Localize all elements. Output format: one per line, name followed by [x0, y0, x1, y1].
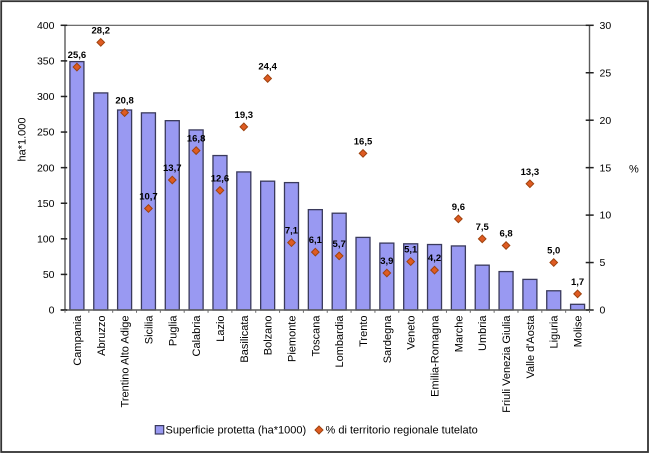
svg-text:Valle d'Aosta: Valle d'Aosta	[525, 315, 537, 379]
svg-text:16,8: 16,8	[187, 134, 206, 145]
svg-text:Basilicata: Basilicata	[239, 315, 251, 363]
svg-text:100: 100	[37, 233, 55, 245]
svg-text:350: 350	[37, 55, 55, 67]
svg-text:% di territorio regionale tute: % di territorio regionale tutelato	[326, 425, 478, 437]
svg-text:13,7: 13,7	[163, 163, 182, 174]
svg-text:0: 0	[49, 305, 55, 317]
svg-text:16,5: 16,5	[354, 136, 373, 147]
svg-text:Liguria: Liguria	[549, 315, 561, 349]
svg-text:200: 200	[37, 162, 55, 174]
svg-text:Piemonte: Piemonte	[286, 316, 298, 362]
svg-text:5,0: 5,0	[547, 246, 560, 257]
svg-text:Marche: Marche	[453, 316, 465, 353]
svg-text:Veneto: Veneto	[406, 316, 418, 350]
svg-text:7,1: 7,1	[285, 226, 299, 237]
svg-text:Lazio: Lazio	[215, 316, 227, 342]
svg-text:Calabria: Calabria	[191, 315, 203, 357]
svg-text:10,7: 10,7	[139, 191, 158, 202]
svg-text:Superficie protetta (ha*1000): Superficie protetta (ha*1000)	[166, 425, 307, 437]
svg-text:Molise: Molise	[573, 316, 585, 348]
svg-text:4,2: 4,2	[428, 253, 441, 264]
svg-text:19,3: 19,3	[235, 110, 254, 121]
svg-text:Trentino Alto Adige: Trentino Alto Adige	[120, 316, 132, 408]
svg-text:50: 50	[43, 269, 55, 281]
svg-text:Campania: Campania	[72, 315, 84, 366]
svg-text:20: 20	[600, 115, 612, 127]
svg-text:Bolzano: Bolzano	[263, 316, 275, 356]
svg-text:25: 25	[600, 67, 612, 79]
svg-text:13,3: 13,3	[521, 167, 540, 178]
svg-text:20,8: 20,8	[115, 96, 134, 107]
svg-text:0: 0	[600, 305, 606, 317]
svg-text:12,6: 12,6	[211, 173, 230, 184]
svg-text:ha*1.000: ha*1.000	[17, 117, 29, 161]
svg-text:25,6: 25,6	[68, 50, 87, 61]
svg-text:6,1: 6,1	[309, 235, 323, 246]
svg-text:1,7: 1,7	[571, 277, 584, 288]
svg-text:10: 10	[600, 210, 612, 222]
svg-text:Puglia: Puglia	[167, 315, 179, 346]
svg-text:6,8: 6,8	[499, 228, 512, 239]
svg-text:28,2: 28,2	[92, 25, 111, 36]
svg-text:Trento: Trento	[358, 316, 370, 347]
svg-text:400: 400	[37, 20, 55, 32]
svg-text:30: 30	[600, 20, 612, 32]
svg-text:Umbria: Umbria	[477, 315, 489, 351]
svg-text:7,5: 7,5	[476, 222, 490, 233]
svg-text:300: 300	[37, 91, 55, 103]
svg-text:5,1: 5,1	[404, 245, 418, 256]
svg-text:Toscana: Toscana	[310, 315, 322, 357]
svg-text:5,7: 5,7	[333, 239, 346, 250]
svg-text:Abruzzo: Abruzzo	[96, 316, 108, 356]
svg-text:3,9: 3,9	[380, 256, 393, 267]
svg-text:Sicilia: Sicilia	[143, 315, 155, 345]
svg-text:250: 250	[37, 127, 55, 139]
svg-text:Sardegna: Sardegna	[382, 315, 394, 364]
svg-text:15: 15	[600, 162, 612, 174]
svg-text:150: 150	[37, 198, 55, 210]
svg-text:Friuli Venezia Giulia: Friuli Venezia Giulia	[501, 315, 513, 413]
svg-text:%: %	[629, 164, 639, 176]
svg-text:5: 5	[600, 257, 606, 269]
svg-text:Lombardia: Lombardia	[334, 315, 346, 368]
svg-text:24,4: 24,4	[258, 61, 277, 72]
svg-text:9,6: 9,6	[452, 202, 465, 213]
svg-text:Emilia-Romagna: Emilia-Romagna	[430, 315, 442, 397]
